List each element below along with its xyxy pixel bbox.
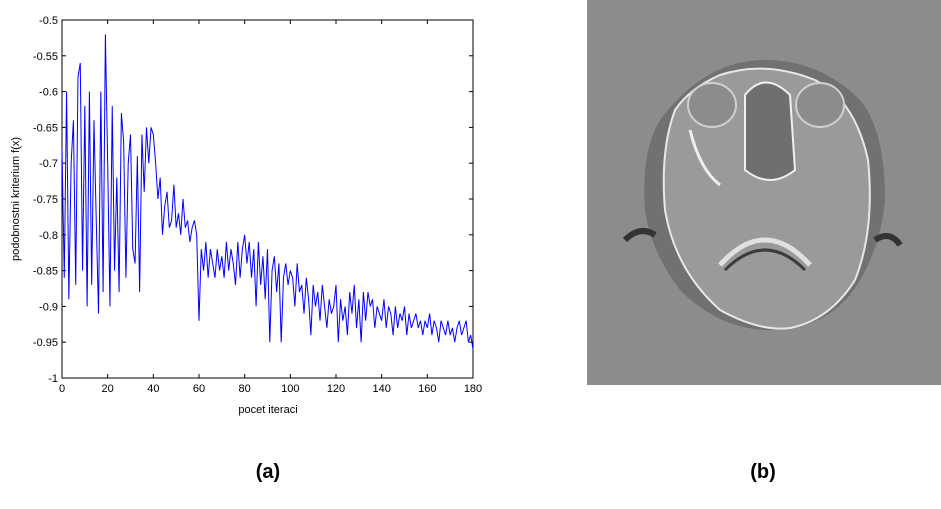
- plot-area: [61, 19, 474, 379]
- y-tick-label: -1: [48, 373, 58, 385]
- x-tick-label: 140: [372, 383, 390, 395]
- y-tick-label: -0.7: [39, 158, 58, 170]
- y-tick-label: -0.95: [33, 337, 58, 349]
- x-tick-label: 20: [102, 383, 114, 395]
- y-tick-label: -0.9: [39, 301, 58, 313]
- ct-image: [587, 0, 941, 385]
- x-tick-label: 80: [239, 383, 251, 395]
- x-tick-label: 120: [327, 383, 345, 395]
- y-axis-label: podobnostni kriterium f(x): [10, 137, 22, 261]
- x-tick-label: 100: [281, 383, 299, 395]
- x-tick-label: 0: [59, 383, 65, 395]
- panel-label: (b): [750, 461, 776, 483]
- y-tick-label: -0.6: [39, 87, 58, 99]
- data-line: [61, 34, 474, 350]
- y-tick-label: -0.85: [33, 266, 58, 278]
- y-tick-label: -0.75: [33, 194, 58, 206]
- x-tick-label: 180: [464, 383, 482, 395]
- y-tick-label: -0.5: [39, 15, 58, 27]
- y-tick-label: -0.65: [33, 122, 58, 134]
- y-tick-label: -0.55: [33, 51, 58, 63]
- x-tick-label: 40: [147, 383, 159, 395]
- y-tick-label: -0.8: [39, 230, 58, 242]
- panel-label: (a): [256, 461, 280, 483]
- x-axis-label: pocet iteraci: [238, 404, 297, 416]
- x-tick-label: 160: [418, 383, 436, 395]
- x-tick-label: 60: [193, 383, 205, 395]
